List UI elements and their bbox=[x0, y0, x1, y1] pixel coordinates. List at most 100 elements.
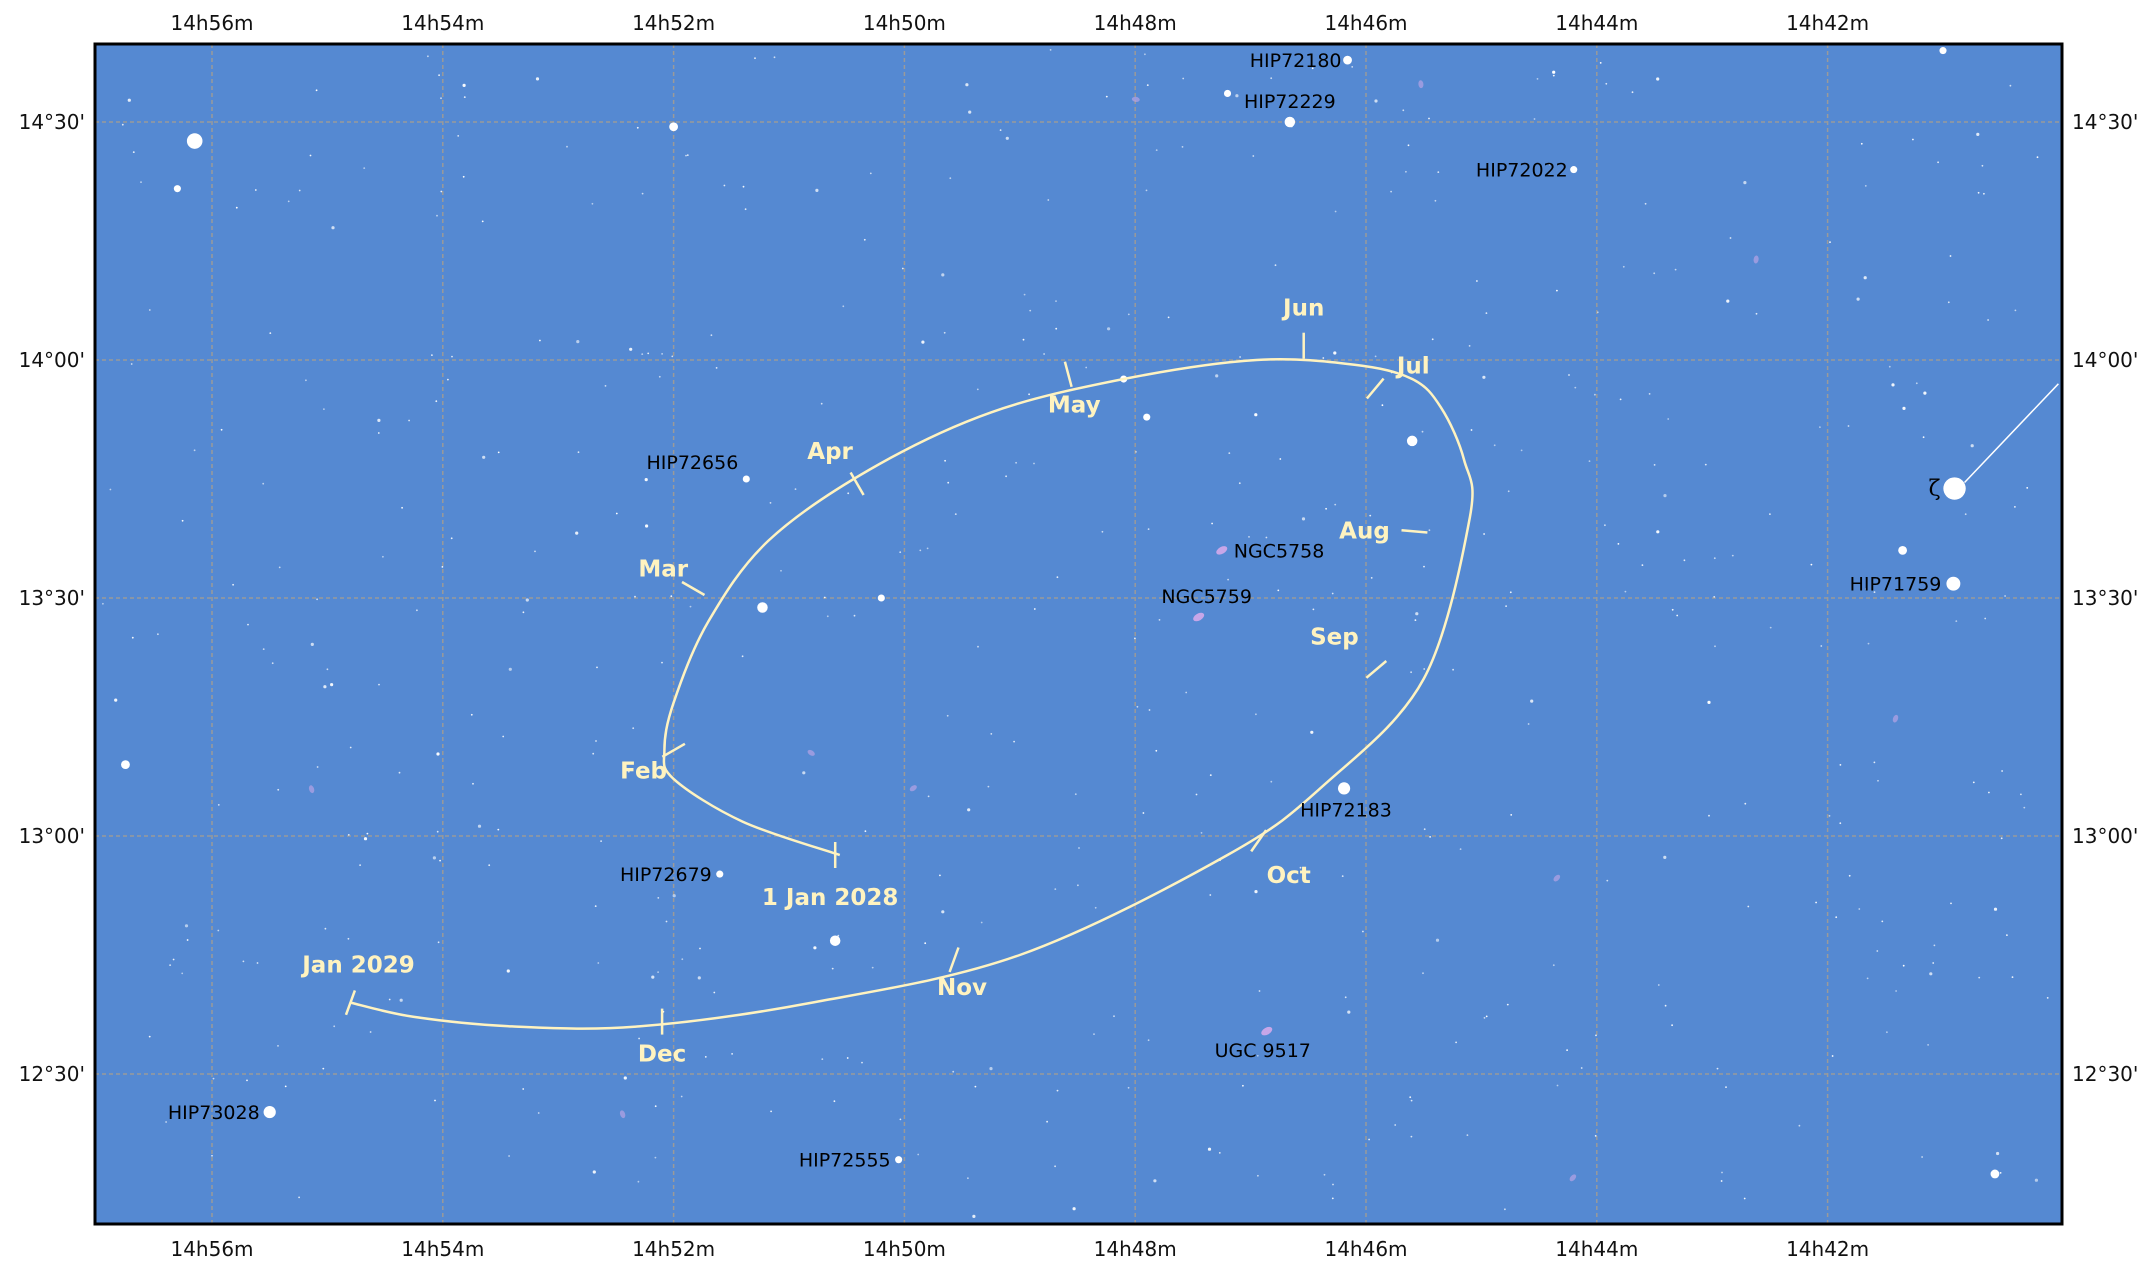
faint-star bbox=[1200, 832, 1203, 834]
month-label: Sep bbox=[1310, 624, 1359, 650]
faint-star bbox=[1656, 77, 1660, 81]
faint-star bbox=[645, 524, 649, 528]
faint-star bbox=[1819, 426, 1821, 428]
faint-star bbox=[1127, 1086, 1130, 1089]
faint-star bbox=[1915, 382, 1918, 385]
faint-star bbox=[651, 975, 655, 979]
faint-star bbox=[1664, 1004, 1667, 1007]
faint-star bbox=[976, 388, 979, 391]
faint-star bbox=[1409, 1096, 1412, 1099]
faint-galaxy bbox=[1131, 96, 1140, 102]
faint-star bbox=[671, 355, 674, 358]
faint-star bbox=[815, 188, 819, 192]
faint-star bbox=[1595, 1034, 1597, 1037]
faint-star bbox=[1507, 490, 1510, 493]
faint-star bbox=[944, 459, 946, 462]
faint-star bbox=[1333, 351, 1337, 355]
faint-star bbox=[1947, 301, 1950, 304]
faint-star bbox=[1671, 608, 1674, 611]
bright-star bbox=[757, 602, 768, 613]
faint-star bbox=[987, 785, 990, 788]
faint-star bbox=[1274, 264, 1277, 267]
faint-star bbox=[1209, 774, 1212, 776]
faint-star bbox=[181, 972, 184, 975]
faint-star bbox=[1683, 559, 1686, 562]
faint-star bbox=[1594, 1135, 1597, 1137]
star-label: HIP72555 bbox=[799, 1150, 891, 1172]
month-tick bbox=[849, 471, 865, 496]
faint-star bbox=[1731, 554, 1734, 557]
faint-star bbox=[309, 154, 312, 157]
faint-star bbox=[1394, 1124, 1397, 1126]
faint-star bbox=[592, 752, 595, 755]
faint-star bbox=[1725, 1086, 1727, 1088]
month-label: 1 Jan 2028 bbox=[762, 885, 898, 911]
bright-star bbox=[1898, 546, 1908, 555]
faint-star bbox=[594, 905, 597, 907]
faint-star bbox=[1182, 77, 1185, 80]
faint-star bbox=[968, 110, 972, 114]
faint-star bbox=[1410, 1135, 1413, 1138]
faint-star bbox=[1483, 1017, 1486, 1019]
bright-star bbox=[829, 935, 841, 946]
faint-star bbox=[1798, 1124, 1801, 1127]
faint-star bbox=[262, 648, 265, 650]
faint-star bbox=[506, 969, 510, 973]
faint-star bbox=[235, 206, 238, 209]
faint-star bbox=[699, 947, 701, 950]
faint-star bbox=[363, 167, 366, 170]
faint-star bbox=[1713, 557, 1716, 560]
faint-star bbox=[1865, 588, 1867, 590]
star-hip72180 bbox=[1343, 55, 1352, 65]
faint-star bbox=[1429, 836, 1431, 838]
faint-star bbox=[1588, 460, 1591, 462]
faint-star bbox=[595, 740, 597, 742]
faint-star bbox=[497, 451, 500, 454]
faint-star bbox=[600, 840, 602, 842]
faint-star bbox=[1347, 1010, 1351, 1014]
faint-star bbox=[1410, 1099, 1413, 1102]
faint-star bbox=[1209, 894, 1212, 896]
faint-star bbox=[1839, 764, 1842, 766]
faint-star bbox=[1921, 1156, 1923, 1158]
faint-star bbox=[1483, 533, 1485, 535]
faint-star bbox=[1077, 884, 1079, 887]
faint-star bbox=[1370, 577, 1373, 579]
faint-star bbox=[1848, 874, 1851, 877]
galaxy-label: NGC5758 bbox=[1234, 540, 1325, 562]
faint-star bbox=[1423, 668, 1426, 670]
faint-star bbox=[954, 513, 957, 515]
faint-star bbox=[1622, 265, 1625, 268]
faint-star bbox=[1135, 451, 1137, 453]
faint-star bbox=[946, 714, 949, 717]
faint-star bbox=[713, 991, 716, 994]
faint-star bbox=[1033, 462, 1035, 465]
faint-star bbox=[1902, 964, 1905, 967]
faint-star bbox=[1520, 449, 1523, 452]
faint-star bbox=[1858, 908, 1861, 910]
zeta-star bbox=[1943, 477, 1966, 500]
faint-star bbox=[1653, 272, 1656, 275]
faint-star bbox=[2026, 487, 2029, 489]
faint-star bbox=[1552, 74, 1555, 77]
faint-star bbox=[1078, 847, 1080, 849]
faint-star bbox=[654, 1156, 657, 1159]
faint-star bbox=[157, 633, 159, 636]
dec-tick-label-left: 14°30' bbox=[19, 110, 85, 134]
faint-star bbox=[1369, 514, 1372, 517]
faint-star bbox=[298, 1196, 300, 1199]
faint-star bbox=[2046, 997, 2049, 999]
faint-star bbox=[211, 1154, 213, 1157]
faint-star bbox=[1556, 1084, 1559, 1087]
faint-star bbox=[382, 555, 384, 558]
faint-star bbox=[704, 1056, 707, 1058]
faint-star bbox=[220, 428, 223, 431]
faint-star bbox=[130, 363, 133, 365]
faint-star bbox=[502, 735, 505, 738]
faint-star bbox=[246, 1079, 248, 1082]
faint-star bbox=[1301, 517, 1306, 521]
faint-star bbox=[399, 998, 403, 1002]
star-label: HIP72656 bbox=[647, 452, 739, 474]
star-hip72656 bbox=[742, 475, 750, 483]
faint-star bbox=[1254, 890, 1258, 894]
